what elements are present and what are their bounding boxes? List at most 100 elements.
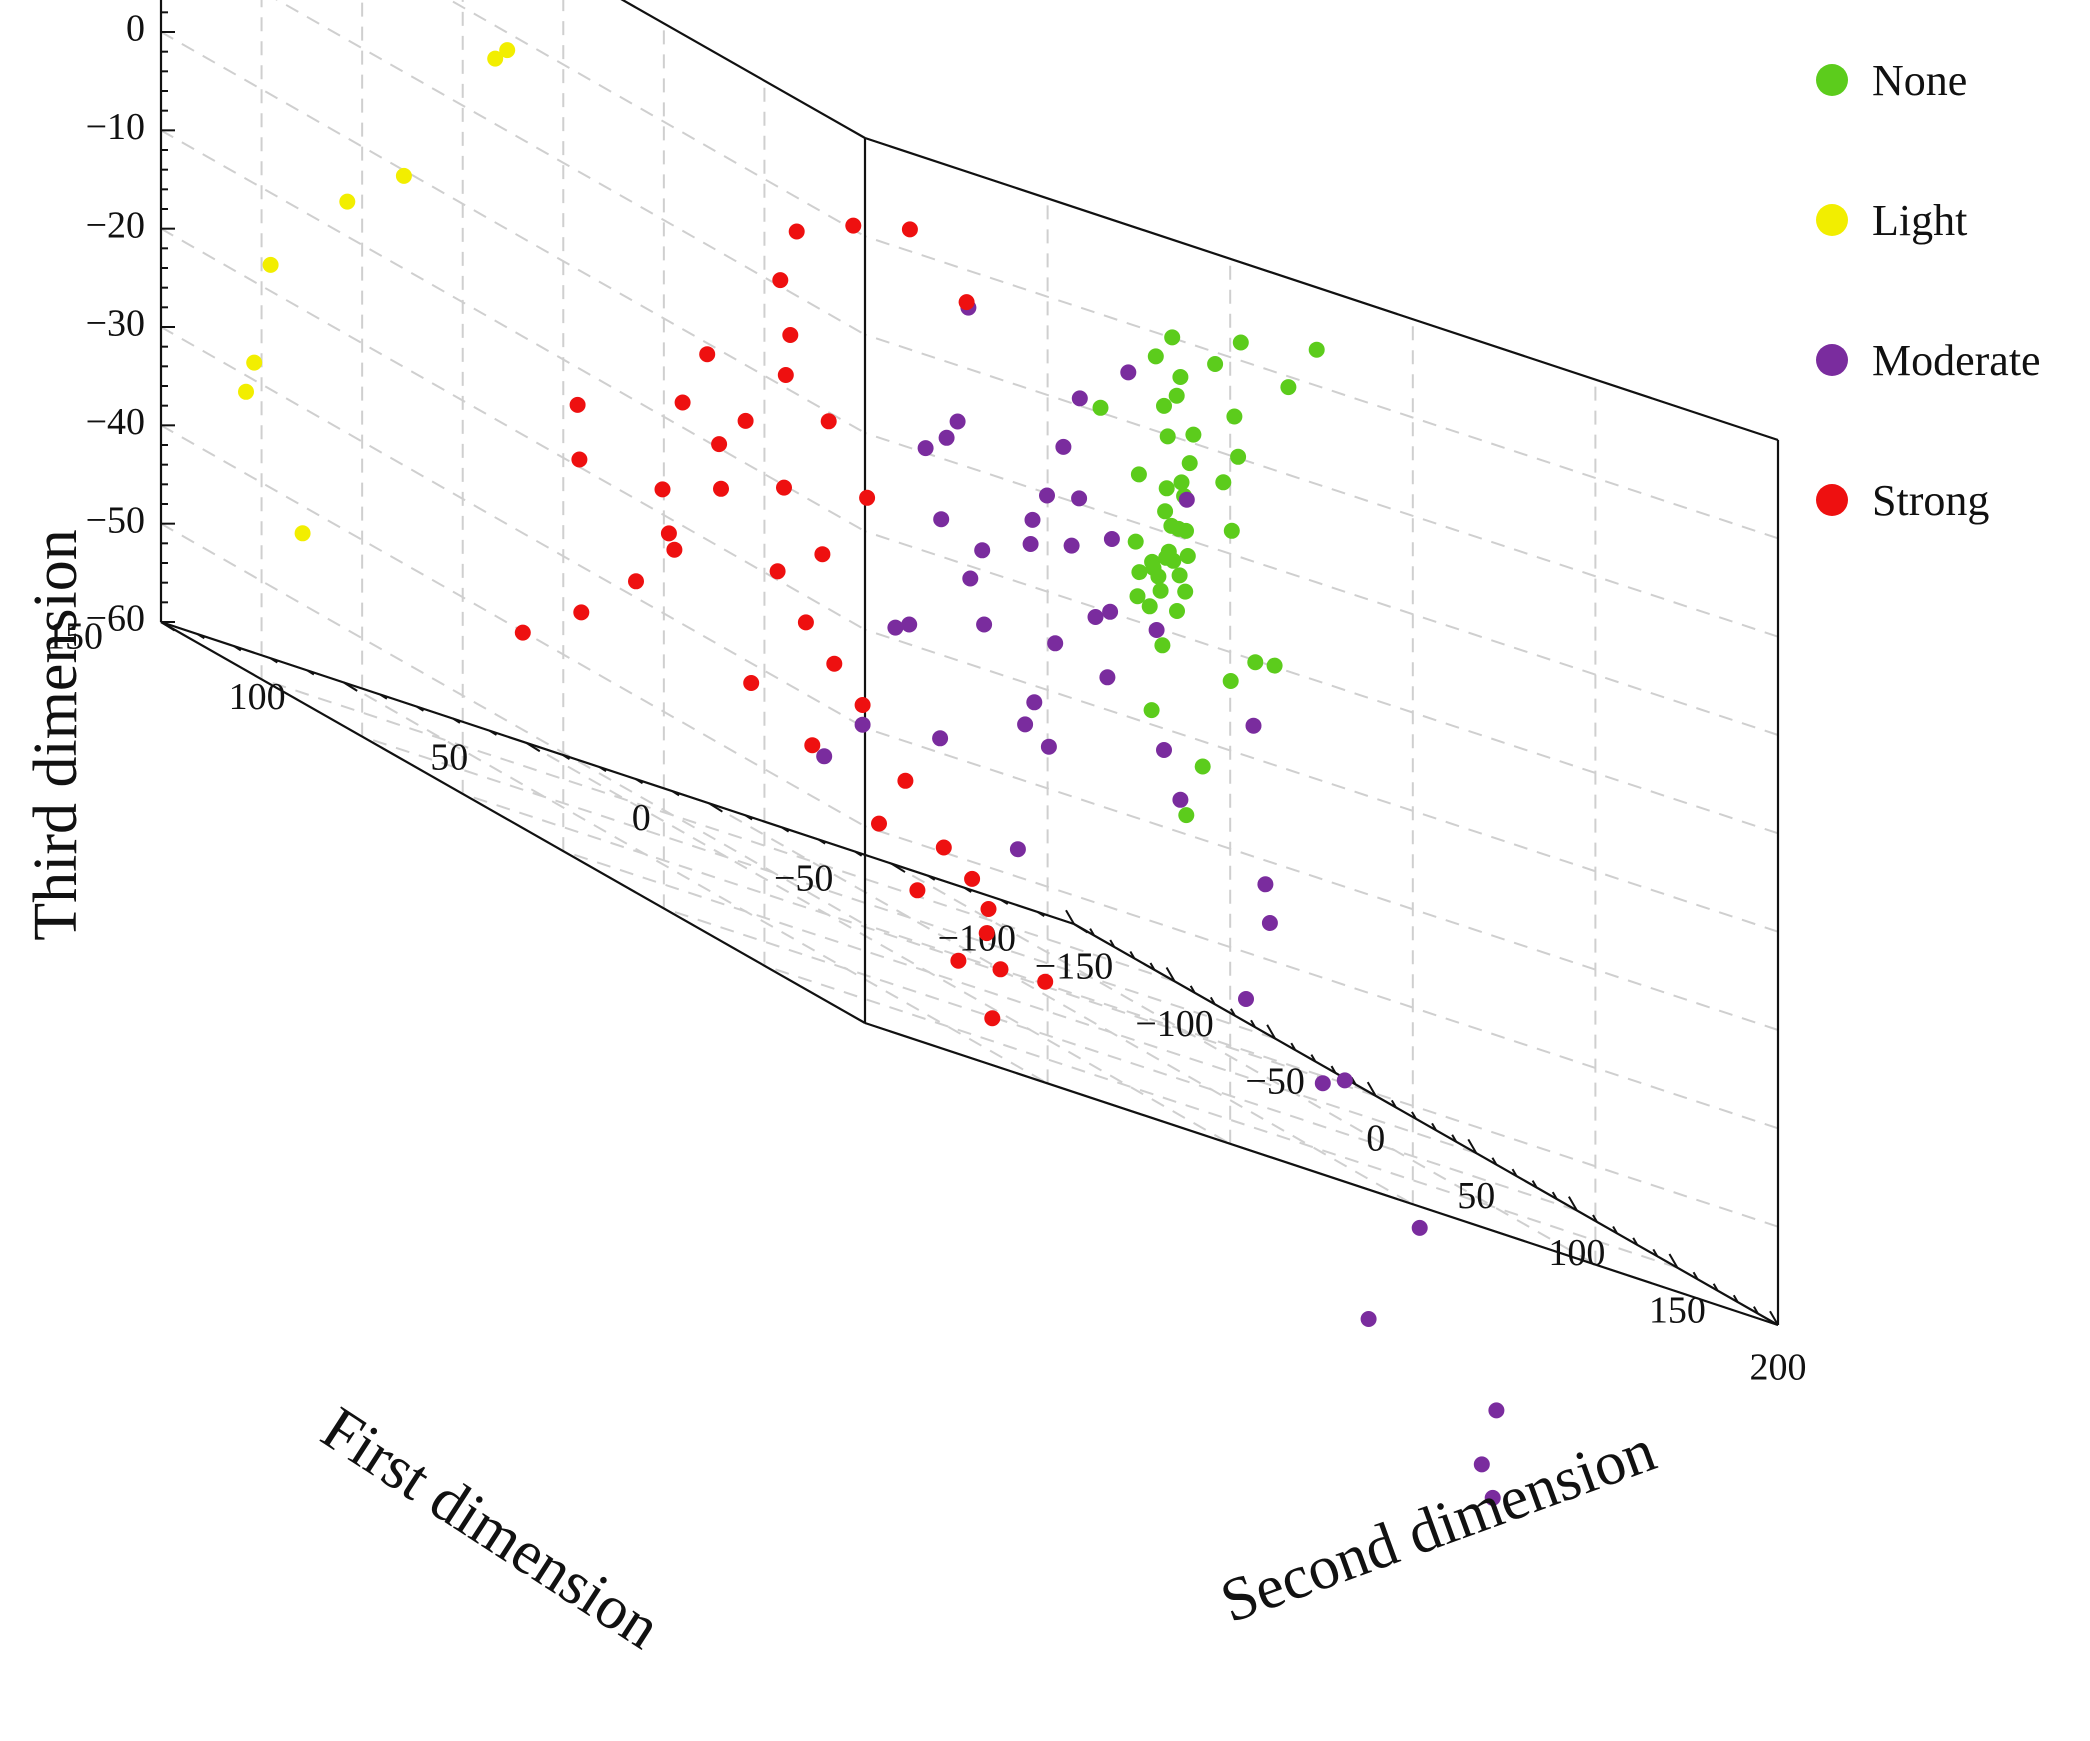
point-moderate (1040, 738, 1057, 755)
y-axis-minor-tick (1692, 1271, 1699, 1280)
grid-line (275, 0, 866, 336)
point-none (1178, 522, 1194, 539)
point-none (1147, 348, 1164, 365)
point-light (246, 354, 263, 371)
point-light (294, 525, 311, 542)
x-axis-minor-tick (562, 754, 571, 760)
x-axis-tick (525, 741, 541, 753)
point-strong (711, 436, 728, 453)
legend-label-light: Light (1872, 196, 1967, 245)
point-none (1181, 455, 1198, 472)
point-none (1154, 637, 1171, 654)
y-axis-tick-label: 100 (1548, 1232, 1605, 1274)
y-axis-minor-tick (1230, 1008, 1236, 1017)
point-strong (978, 925, 995, 942)
legend-label-strong: Strong (1872, 476, 1989, 525)
box-edge (864, 1021, 1779, 1327)
x-axis-tick (343, 681, 358, 692)
point-strong (820, 413, 837, 430)
point-strong (788, 223, 805, 240)
y-axis-tick-label: 200 (1750, 1347, 1807, 1389)
point-moderate (917, 440, 934, 457)
box-edge (864, 136, 1779, 442)
y-axis-minor-tick (1129, 950, 1136, 959)
point-none (1226, 408, 1243, 425)
grid-line (160, 227, 866, 631)
z-axis-tick-label: 0 (126, 8, 145, 50)
z-axis-tick-label: −20 (86, 204, 145, 246)
y-axis-minor-tick (1551, 1191, 1558, 1200)
x-axis-tick (708, 802, 723, 813)
y-axis-tick (1165, 967, 1176, 982)
y-axis-tick-label: 0 (1366, 1118, 1385, 1160)
grid-line (864, 235, 1779, 540)
grid-lines (160, 0, 1779, 1326)
point-none (1152, 582, 1169, 599)
point-strong (743, 675, 760, 691)
x-axis-tick-label: −100 (938, 918, 1016, 960)
x-axis-minor-tick (416, 705, 424, 712)
y-axis-minor-tick (1491, 1157, 1498, 1166)
y-axis-tick-label: −100 (1135, 1003, 1213, 1045)
x-axis-minor-tick (489, 729, 498, 736)
grid-line (890, 862, 1596, 1266)
y-axis-minor-tick (1089, 928, 1095, 936)
legend: None Light Moderate Strong (1816, 56, 2041, 525)
axis-ticks: −60−50−40−30−20−100102030−100−5005010015… (46, 8, 1807, 1389)
x-axis-tick (1073, 923, 1089, 934)
point-moderate (1484, 1489, 1501, 1506)
point-none (1129, 588, 1146, 605)
point-strong (573, 604, 590, 621)
point-none (1179, 548, 1196, 564)
point-strong (964, 870, 981, 887)
point-moderate (1009, 841, 1026, 858)
grid-line (864, 432, 1779, 736)
point-none (1158, 480, 1175, 497)
point-strong (674, 394, 691, 411)
x-axis-minor-tick (1000, 898, 1009, 905)
point-moderate (1022, 536, 1039, 552)
x-axis-label: First dimension (310, 1394, 672, 1662)
point-strong (1037, 973, 1054, 990)
point-none (1157, 503, 1174, 520)
data-points (238, 42, 1505, 1506)
point-moderate (1314, 1075, 1331, 1092)
point-strong (776, 479, 792, 496)
point-moderate (933, 511, 950, 528)
y-axis-tick (1266, 1024, 1277, 1040)
y-axis-minor-tick (1732, 1294, 1739, 1303)
point-none (1223, 522, 1240, 539)
point-strong (897, 772, 914, 789)
point-light (395, 167, 412, 184)
point-moderate (901, 616, 918, 633)
y-axis-tick-label: 150 (1649, 1289, 1706, 1331)
point-none (1092, 399, 1109, 416)
point-moderate (1245, 717, 1262, 734)
y-axis-tick (1769, 1310, 1779, 1326)
point-moderate (949, 413, 966, 430)
point-strong (845, 217, 862, 234)
legend-marker-light (1816, 204, 1848, 236)
point-strong (654, 481, 671, 498)
point-moderate (976, 616, 993, 633)
point-none (1215, 474, 1232, 491)
point-none (1150, 568, 1167, 585)
point-none (1172, 369, 1189, 385)
point-strong (713, 480, 729, 497)
x-axis-minor-tick (233, 645, 242, 652)
point-none (1158, 549, 1175, 566)
grid-line (160, 129, 866, 533)
grid-line (663, 907, 1578, 1212)
point-moderate (962, 570, 979, 587)
grid-line (864, 825, 1779, 1130)
point-strong (797, 614, 814, 631)
point-moderate (1178, 491, 1195, 508)
y-axis-minor-tick (1592, 1214, 1598, 1223)
y-axis-label: Second dimension (1212, 1416, 1664, 1636)
point-moderate (854, 716, 871, 733)
point-moderate (1488, 1402, 1505, 1419)
box-edges (159, 0, 1780, 1327)
point-strong (660, 525, 677, 542)
grid-line (864, 333, 1779, 638)
